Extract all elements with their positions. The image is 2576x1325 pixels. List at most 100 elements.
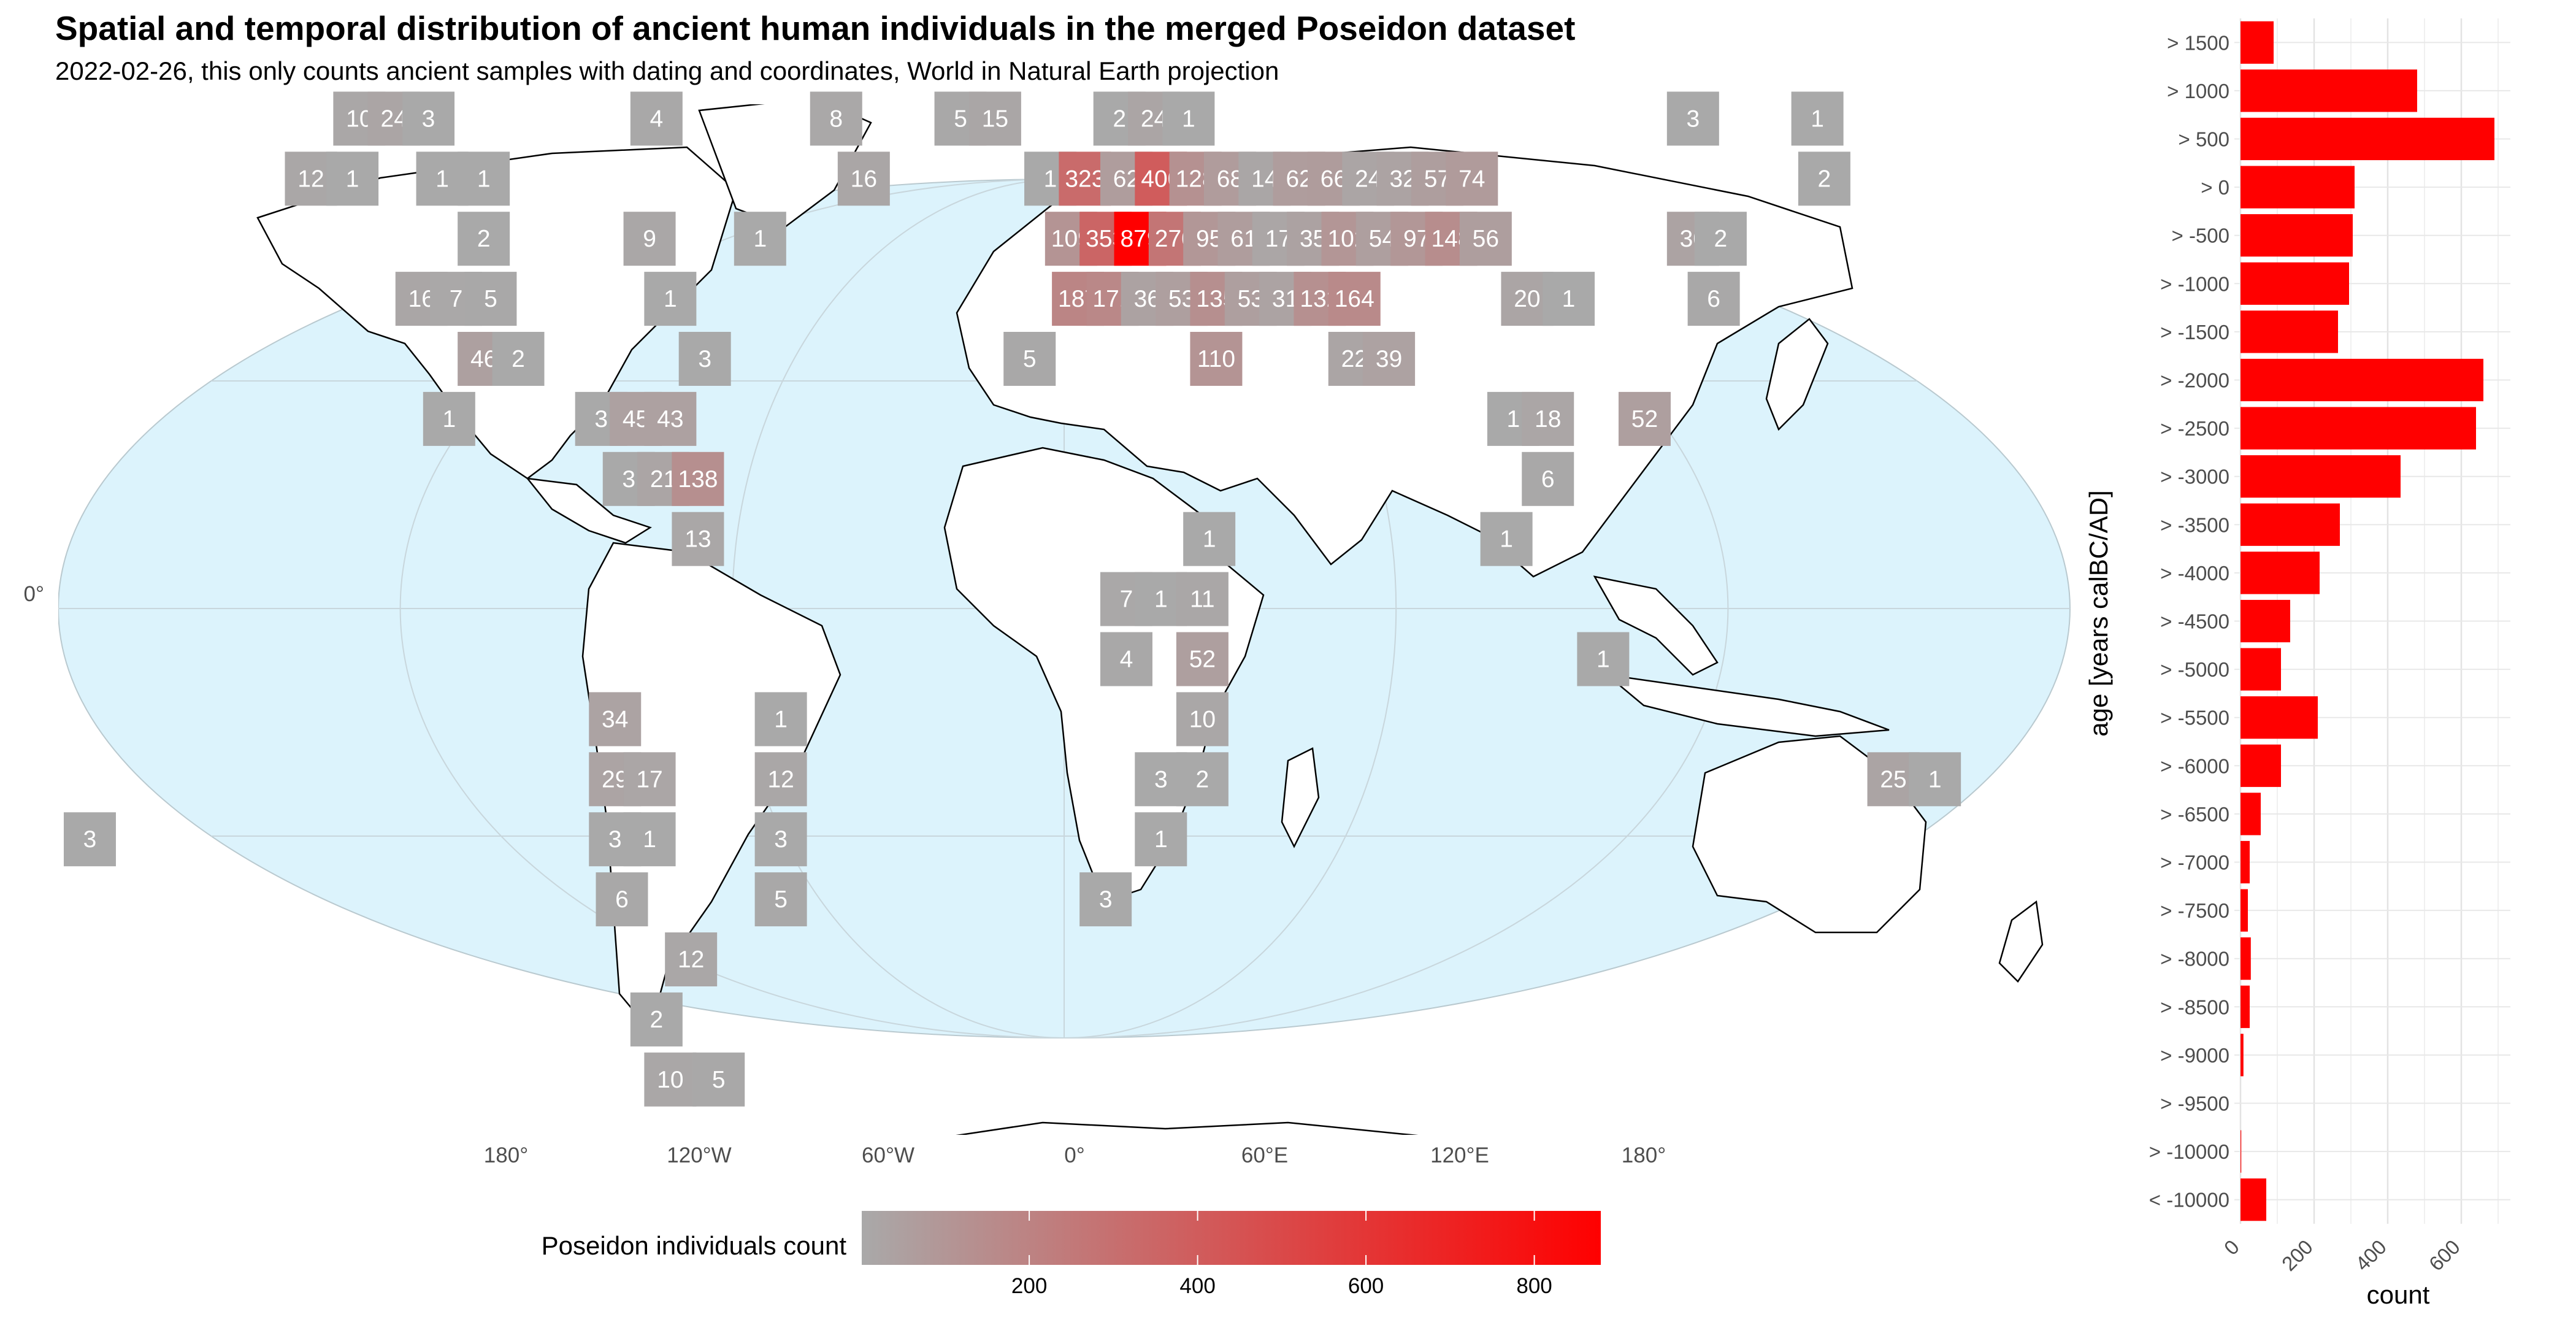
map-cell — [672, 451, 724, 506]
bar-category-label: > -5500 — [2160, 707, 2229, 729]
bar — [2241, 455, 2401, 498]
map-cell-label: 25 — [1880, 766, 1906, 793]
map-lat-label: 0° — [24, 582, 44, 606]
bar-category-labels: > 1500 > 1000 > 500 > 0 > -500 > -1000 > -1500… — [2149, 31, 2229, 1211]
legend-ticks: 200 400 600 800 — [1011, 1211, 1552, 1298]
map-cell — [644, 1052, 697, 1107]
map-cell-label: 1 — [643, 826, 656, 853]
map-cell-label: 323 — [1065, 166, 1105, 192]
map-cell-label: 1 — [435, 166, 449, 192]
map-cell — [423, 391, 475, 446]
map-cell-label: 2 — [477, 226, 491, 252]
map-cell — [458, 152, 510, 206]
map-cell-label: 12 — [678, 947, 704, 973]
land-japan — [1765, 318, 1829, 431]
map-cell-label: 4 — [650, 106, 663, 132]
legend-tick-label: 600 — [1348, 1274, 1384, 1298]
map-cell — [623, 812, 676, 867]
legend-tick-label: 400 — [1179, 1274, 1215, 1298]
map-cell-label: 1 — [1500, 526, 1513, 553]
bar-category-label: > -5000 — [2160, 658, 2229, 681]
map-cell-label: 17 — [636, 766, 662, 793]
bar — [2241, 214, 2353, 257]
map-cell-label: 3 — [622, 466, 635, 493]
map-cell-label: 2 — [1818, 166, 1831, 192]
map-cell — [1135, 812, 1187, 867]
bar — [2241, 599, 2290, 643]
map-cell — [1694, 212, 1747, 266]
map-cell-label: 3 — [698, 346, 711, 372]
map-cell-label: 2 — [1714, 226, 1728, 252]
bar-category-label: > -7000 — [2160, 851, 2229, 874]
bar-xlabel: count — [2367, 1280, 2430, 1309]
map-cell-label: 7 — [1120, 586, 1133, 613]
map-lon-label: 0° — [1064, 1143, 1084, 1167]
land-new-zealand — [1998, 900, 2044, 983]
map-cell — [672, 512, 724, 566]
map-cell — [665, 932, 718, 986]
map-cell — [623, 752, 676, 807]
map-cell — [837, 152, 890, 206]
map-cell-label: 3 — [1099, 886, 1113, 913]
bar — [2241, 1178, 2266, 1221]
map-cell-label: 8 — [829, 106, 843, 132]
map-cell — [644, 272, 697, 326]
map-cell — [1687, 272, 1740, 326]
map-cell-label: 1 — [477, 166, 491, 192]
land-southeast-asia — [1593, 575, 1719, 676]
map-cell — [458, 212, 510, 266]
bar-category-label: > -2000 — [2160, 369, 2229, 392]
map-cell — [1176, 572, 1229, 626]
legend-title: Poseidon individuals count — [542, 1231, 847, 1260]
map-cell — [1176, 632, 1229, 686]
map-cell-label: 5 — [484, 286, 497, 312]
bar — [2241, 358, 2483, 402]
map-cell-label: 1 — [1154, 586, 1168, 613]
map-cell — [754, 872, 807, 927]
map-cell — [692, 1052, 745, 1107]
chart-title: Spatial and temporal distribution of anc… — [55, 9, 1576, 47]
map-cell-label: 74 — [1459, 166, 1485, 192]
bar — [2241, 262, 2349, 305]
bar — [2241, 551, 2320, 594]
bar — [2241, 503, 2340, 546]
bar — [2241, 793, 2261, 835]
map-cell — [734, 212, 786, 266]
map-cell — [1176, 692, 1229, 747]
map-cell-label: 5 — [1023, 346, 1037, 372]
bar-category-label: > 1500 — [2167, 31, 2229, 54]
map-cell — [1176, 752, 1229, 807]
legend-tick-label: 800 — [1516, 1274, 1552, 1298]
land-central-america — [526, 477, 652, 544]
land-madagascar — [1281, 747, 1320, 848]
map-cell-label: 1 — [1154, 826, 1168, 853]
map-cell — [754, 752, 807, 807]
bar-category-label: > -2500 — [2160, 417, 2229, 440]
map-cell-label: 3 — [83, 826, 97, 853]
bar — [2241, 696, 2318, 739]
map-cell-label: 7 — [450, 286, 463, 312]
map-cell-label: 1 — [1182, 106, 1195, 132]
bar-x-ticks: 0 200 400 600 — [2220, 1235, 2464, 1275]
map-cell-label: 1 — [664, 286, 677, 312]
map-cell-label: 1 — [442, 406, 456, 432]
map-lon-label: 120°W — [667, 1143, 731, 1167]
map-cell-label: 5 — [712, 1067, 726, 1093]
map-lon-label: 180° — [1622, 1143, 1666, 1167]
bar-ylabel: age [years calBC/AD] — [2084, 490, 2113, 737]
bar-category-label: > -1500 — [2160, 321, 2229, 344]
map-cell — [1480, 512, 1533, 566]
map-cell-label: 34 — [602, 706, 628, 732]
bar — [2241, 21, 2274, 64]
map-cell — [1798, 152, 1850, 206]
map-cell — [1446, 152, 1498, 206]
map-cell-label: 12 — [767, 766, 794, 793]
map-cell — [1618, 391, 1671, 446]
map-lon-label: 120°E — [1430, 1143, 1489, 1167]
map-cell — [630, 91, 683, 146]
map-cell-label: 138 — [678, 466, 718, 493]
bar — [2241, 1034, 2244, 1077]
map-cell-label: 5 — [774, 886, 788, 913]
map-cell-label: 6 — [1541, 466, 1555, 493]
